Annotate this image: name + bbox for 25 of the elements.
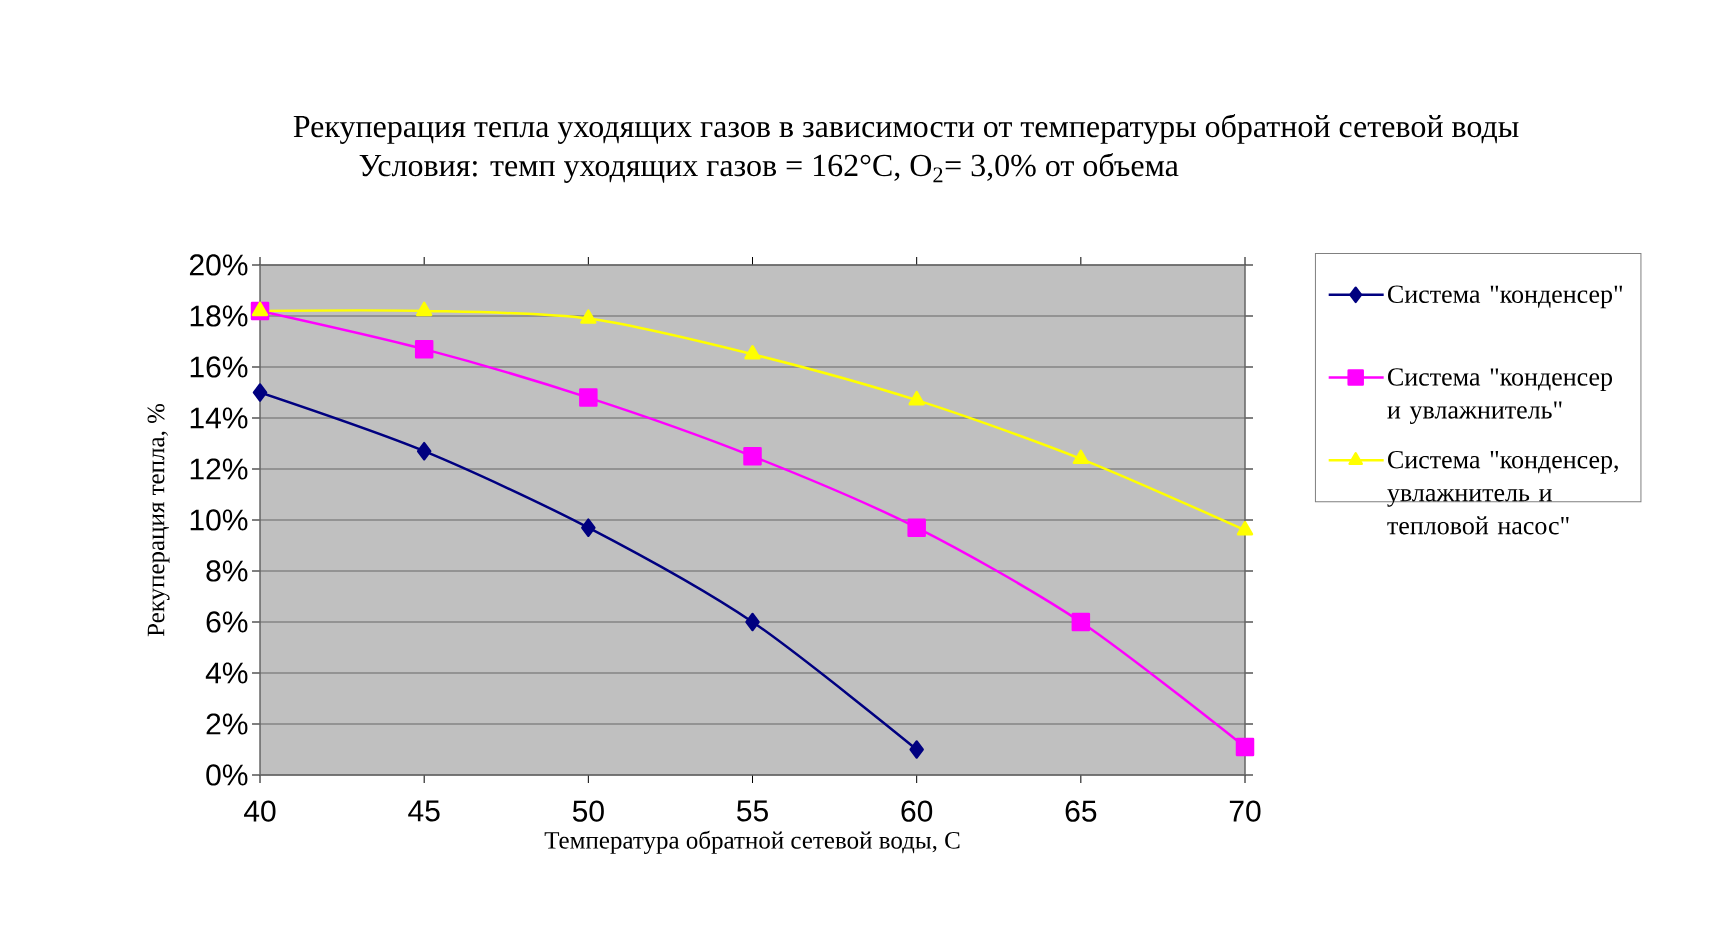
x-tick-label: 60 [901, 800, 933, 822]
y-tick-label: 14% [190, 407, 248, 429]
y-tick-label: 12% [190, 458, 248, 480]
y-tick-label: 8% [206, 560, 248, 582]
chart-subtitle: Условия: темп уходящих газов = 162°C, O$_{2}$= 3,0% от объема [359, 153, 1179, 183]
chart-title: Рекуперация тепла уходящих газов в зависимости от температуры обратной сетевой воды [293, 114, 1519, 144]
y-axis-title: Рекуперация тепла, % [147, 403, 170, 637]
y-tick-label: 0% [206, 764, 248, 786]
x-tick-label: 45 [408, 800, 440, 822]
y-tick-label: 4% [205, 662, 248, 684]
legend-label: Система "конденсер и увлажнитель" [1387, 368, 1613, 425]
x-tick-label: 70 [1229, 800, 1261, 822]
x-tick-label: 40 [244, 800, 276, 822]
y-tick-label: 2% [206, 713, 248, 735]
x-tick-label: 65 [1065, 800, 1097, 822]
legend-label: Система "конденсер, увлажнитель и тепловой насос" [1387, 450, 1618, 535]
y-tick-label: 16% [190, 356, 248, 378]
x-tick-label: 55 [737, 800, 768, 822]
y-tick-label: 6% [206, 611, 248, 633]
y-tick-label: 18% [190, 305, 248, 327]
y-tick-label: 20% [189, 254, 248, 276]
legend-label: Система "конденсер" [1388, 285, 1623, 309]
x-axis-title: Температура обратной сетевой воды, С [544, 830, 960, 854]
y-tick-label: 10% [190, 509, 248, 531]
x-tick-label: 50 [572, 800, 604, 822]
